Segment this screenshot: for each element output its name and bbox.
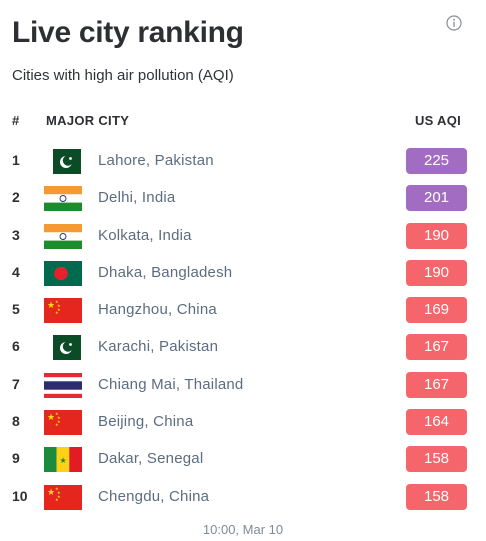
bangladesh-flag-icon: [44, 260, 82, 286]
china-flag-icon: ★ ★ ★ ★ ★: [44, 410, 82, 436]
city-name[interactable]: Hangzhou, China: [98, 301, 217, 319]
pakistan-flag-icon: [53, 335, 81, 361]
ranking-row[interactable]: 6 Karachi, Pakistan 167: [0, 329, 486, 366]
svg-text:★: ★: [47, 413, 55, 423]
ranking-row[interactable]: 5 ★ ★ ★ ★ ★ Hangzhou, China 169: [0, 292, 486, 329]
city-name[interactable]: Beijing, China: [98, 413, 194, 431]
ranking-list: 1 Lahore, Pakistan 225 2 Delhi, India 20…: [0, 143, 486, 516]
svg-text:★: ★: [55, 299, 59, 304]
ranking-row[interactable]: 9 ★ Dakar, Senegal 158: [0, 441, 486, 478]
svg-text:★: ★: [57, 303, 61, 308]
rank-number: 7: [12, 375, 20, 392]
rank-number: 6: [12, 338, 20, 355]
aqi-badge: 190: [406, 259, 467, 286]
city-name[interactable]: Kolkata, India: [98, 226, 192, 244]
china-flag-icon: ★ ★ ★ ★ ★: [44, 484, 82, 510]
aqi-badge: 190: [406, 222, 467, 249]
aqi-badge: 169: [406, 297, 467, 324]
pakistan-flag-icon: [53, 149, 81, 174]
column-header-rank: #: [12, 113, 20, 128]
aqi-badge: 167: [406, 371, 467, 398]
update-timestamp: 10:00, Mar 10: [202, 522, 284, 537]
page-subtitle: Cities with high air pollution (AQI): [12, 67, 234, 84]
india-flag-icon: [44, 223, 82, 249]
ranking-row[interactable]: 10 ★ ★ ★ ★ ★ Chengdu, China 158: [0, 479, 486, 516]
city-name[interactable]: Dakar, Senegal: [98, 450, 204, 468]
column-header-aqi: US AQI: [414, 113, 462, 128]
svg-text:★: ★: [47, 488, 55, 498]
info-icon[interactable]: [446, 15, 462, 31]
svg-text:★: ★: [57, 419, 61, 424]
ranking-row[interactable]: 1 Lahore, Pakistan 225: [0, 143, 486, 180]
china-flag-icon: ★ ★ ★ ★ ★: [44, 298, 82, 324]
svg-text:★: ★: [47, 301, 55, 311]
rank-number: 5: [12, 301, 20, 318]
svg-text:★: ★: [57, 490, 61, 495]
city-name[interactable]: Dhaka, Bangladesh: [98, 263, 233, 281]
rank-number: 4: [12, 263, 20, 280]
rank-number: 10: [12, 487, 28, 504]
aqi-badge: 225: [406, 148, 467, 174]
city-name[interactable]: Chengdu, China: [98, 487, 210, 505]
thailand-flag-icon: [44, 372, 82, 398]
aqi-badge: 164: [406, 409, 467, 436]
svg-text:★: ★: [55, 497, 59, 502]
ranking-row[interactable]: 4 Dhaka, Bangladesh 190: [0, 255, 486, 292]
rank-number: 1: [12, 152, 20, 168]
svg-text:★: ★: [57, 307, 61, 312]
ranking-row[interactable]: 3 Kolkata, India 190: [0, 218, 486, 255]
ranking-row[interactable]: 2 Delhi, India 201: [0, 180, 486, 217]
senegal-flag-icon: ★: [44, 447, 82, 473]
svg-text:★: ★: [55, 486, 59, 491]
svg-text:★: ★: [55, 411, 59, 416]
ranking-row[interactable]: 8 ★ ★ ★ ★ ★ Beijing, China 164: [0, 404, 486, 441]
aqi-badge: 201: [406, 185, 467, 212]
svg-text:★: ★: [57, 415, 61, 420]
svg-text:★: ★: [55, 422, 59, 427]
ranking-row[interactable]: 7 Chiang Mai, Thailand 167: [0, 367, 486, 404]
rank-number: 8: [12, 413, 20, 430]
aqi-badge: 167: [406, 334, 467, 361]
city-name[interactable]: Lahore, Pakistan: [98, 152, 214, 169]
city-name[interactable]: Chiang Mai, Thailand: [98, 375, 244, 393]
svg-text:★: ★: [60, 456, 67, 465]
svg-text:★: ★: [57, 494, 61, 499]
column-header-city: MAJOR CITY: [46, 113, 130, 128]
city-name[interactable]: Delhi, India: [98, 189, 176, 207]
page-title: Live city ranking: [12, 16, 244, 49]
city-name[interactable]: Karachi, Pakistan: [98, 338, 219, 356]
aqi-badge: 158: [406, 483, 467, 510]
india-flag-icon: [44, 186, 82, 212]
rank-number: 2: [12, 189, 20, 206]
svg-text:★: ★: [55, 310, 59, 315]
rank-number: 3: [12, 226, 20, 243]
rank-number: 9: [12, 450, 20, 467]
aqi-badge: 158: [406, 446, 467, 473]
